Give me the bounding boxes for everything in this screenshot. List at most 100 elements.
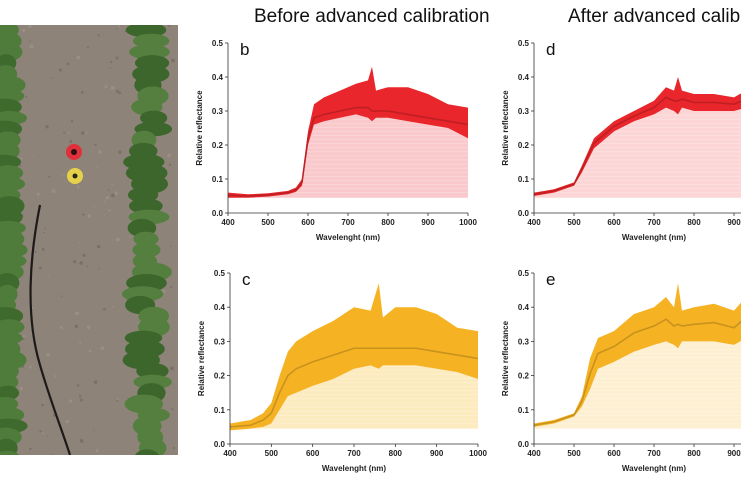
soil-speck — [38, 266, 42, 270]
soil-speck — [46, 435, 49, 437]
soil-speck — [112, 305, 115, 308]
soil-speck — [88, 349, 92, 353]
soil-speck — [81, 131, 85, 135]
x-tick-label: 900 — [430, 449, 444, 458]
x-tick-label: 700 — [647, 218, 661, 227]
soil-speck — [69, 140, 73, 143]
soil-speck — [19, 386, 23, 391]
soil-speck — [87, 214, 92, 218]
soil-speck — [78, 242, 80, 244]
soil-speck — [65, 419, 69, 424]
y-axis-label-c: Relative reflectance — [197, 320, 206, 396]
x-tick-label: 800 — [381, 218, 395, 227]
soil-speck — [29, 447, 32, 451]
soil-speck — [170, 285, 173, 289]
plant-leaf — [0, 438, 18, 455]
y-tick-label: 0.0 — [212, 209, 224, 218]
soil-speck — [170, 366, 174, 371]
soil-speck — [54, 375, 57, 378]
soil-speck — [118, 25, 120, 28]
soil-speck — [70, 119, 74, 123]
panel-letter-d: d — [546, 40, 555, 59]
x-axis-label-e: Wavelenght (nm) — [622, 464, 686, 473]
x-tick-label: 600 — [301, 218, 315, 227]
soil-speck — [116, 398, 119, 400]
soil-speck — [173, 26, 175, 28]
soil-speck — [51, 77, 53, 79]
plot-area-d — [534, 77, 741, 198]
x-tick-label: 900 — [727, 449, 741, 458]
soil-speck — [66, 62, 69, 66]
soil-speck — [60, 326, 63, 329]
y-tick-label: 0.3 — [212, 107, 224, 116]
soil-speck — [75, 311, 79, 316]
soil-speck — [111, 183, 114, 186]
soil-speck — [45, 125, 49, 129]
soil-speck — [129, 235, 132, 238]
soil-speck — [58, 36, 60, 38]
soil-speck — [22, 28, 26, 33]
x-tick-label: 400 — [527, 449, 541, 458]
soil-speck — [162, 289, 166, 293]
x-tick-label: 800 — [389, 449, 403, 458]
y-tick-label: 0.2 — [212, 141, 224, 150]
soil-speck — [168, 163, 172, 166]
y-axis-label-b: Relative reflectance — [195, 90, 204, 166]
soil-speck — [103, 200, 106, 203]
soil-speck — [109, 67, 112, 69]
soil-speck — [20, 157, 23, 160]
soil-speck — [124, 30, 127, 33]
soil-speck — [103, 307, 106, 311]
y-tick-label: 0.0 — [214, 440, 226, 449]
soil-speck — [82, 213, 85, 216]
y-tick-label: 0.4 — [212, 73, 224, 82]
y-tick-label: 0.1 — [518, 406, 530, 415]
chart-panel-b: 0.0 0.1 0.2 0.3 0.4 0.5 400 500 600 700 800 900 1000… — [195, 39, 477, 242]
soil-speck — [78, 260, 80, 262]
soil-speck — [25, 95, 28, 98]
soil-speck — [34, 250, 37, 253]
soil-speck — [118, 91, 121, 95]
x-tick-label: 700 — [341, 218, 355, 227]
soil-speck — [171, 58, 175, 63]
soil-speck — [167, 153, 171, 158]
plant-leaf — [132, 33, 170, 49]
soil-speck — [39, 430, 42, 433]
y-axis-label-d: Relative reflectance — [501, 90, 510, 166]
soil-speck — [107, 189, 110, 191]
soil-speck — [32, 155, 34, 157]
soil-speck — [36, 192, 40, 196]
soil-speck — [29, 40, 31, 42]
reflectance-band-b — [228, 66, 468, 198]
soil-speck — [115, 89, 119, 93]
reflectance-mean-d — [534, 96, 741, 196]
soil-speck — [100, 346, 105, 351]
x-tick-label: 400 — [221, 218, 235, 227]
soil-speck — [104, 85, 108, 89]
soil-speck — [63, 131, 66, 134]
soil-speck — [27, 25, 32, 29]
x-axis-label-b: Wavelenght (nm) — [316, 233, 380, 242]
soil-speck — [93, 205, 95, 208]
y-tick-label: 0.4 — [214, 303, 226, 312]
soil-speck — [129, 93, 132, 95]
reflectance-fill-e — [534, 340, 741, 429]
reflectance-fill-c — [230, 365, 478, 431]
soil-speck — [41, 432, 44, 434]
soil-speck — [105, 196, 109, 200]
soil-speck — [93, 380, 98, 384]
soil-speck — [172, 447, 175, 449]
plant-row-left — [0, 25, 28, 455]
soil-speck — [86, 46, 89, 49]
soil-speck — [170, 245, 172, 247]
soil-speck — [78, 395, 82, 398]
soil-speck — [84, 202, 86, 204]
soil-speck — [115, 56, 119, 60]
y-tick-label: 0.2 — [214, 372, 226, 381]
y-axis-label-e: Relative reflectance — [501, 320, 510, 396]
soil-speck — [118, 150, 122, 154]
panel-letter-e: e — [546, 270, 555, 289]
x-axis-label-d: Wavelenght (nm) — [622, 233, 686, 242]
heading-after-calibration: After advanced calibr — [568, 6, 741, 27]
x-tick-label: 700 — [347, 449, 361, 458]
